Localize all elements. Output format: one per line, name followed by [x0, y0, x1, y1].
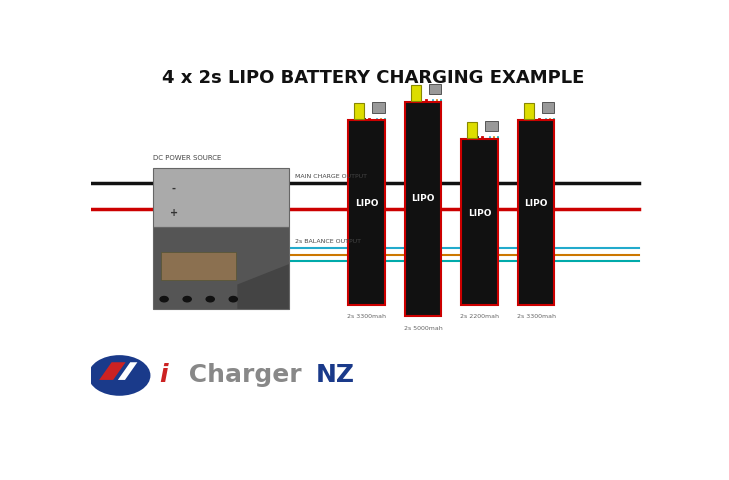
- Circle shape: [229, 297, 238, 302]
- Bar: [467, 121, 477, 138]
- Text: -: -: [171, 184, 176, 194]
- Bar: [161, 252, 236, 280]
- Text: 2s 3300mah: 2s 3300mah: [347, 314, 386, 320]
- Text: LIPO: LIPO: [468, 209, 491, 218]
- Text: 2s 3300mah: 2s 3300mah: [517, 314, 555, 320]
- Bar: [429, 84, 441, 94]
- Bar: [410, 84, 421, 101]
- Bar: [373, 102, 385, 113]
- Bar: [486, 121, 498, 131]
- Bar: [518, 120, 555, 305]
- Bar: [542, 102, 554, 113]
- Bar: [354, 103, 364, 120]
- Text: LIPO: LIPO: [355, 199, 378, 208]
- Circle shape: [206, 297, 214, 302]
- Bar: [153, 228, 289, 309]
- Bar: [405, 102, 442, 316]
- Circle shape: [160, 297, 168, 302]
- Bar: [153, 168, 289, 228]
- Circle shape: [88, 355, 150, 396]
- Bar: [348, 120, 385, 305]
- Text: NZ: NZ: [316, 363, 355, 387]
- Bar: [523, 103, 534, 120]
- Text: 4 x 2s LIPO BATTERY CHARGING EXAMPLE: 4 x 2s LIPO BATTERY CHARGING EXAMPLE: [163, 69, 585, 87]
- Text: MAIN CHARGE OUTPUT: MAIN CHARGE OUTPUT: [295, 174, 367, 179]
- Bar: [461, 139, 498, 305]
- Text: LIPO: LIPO: [411, 194, 434, 203]
- Text: 2s 2200mah: 2s 2200mah: [460, 314, 499, 320]
- Polygon shape: [118, 362, 137, 380]
- Polygon shape: [238, 264, 289, 309]
- Text: 2s BALANCE OUTPUT: 2s BALANCE OUTPUT: [295, 240, 361, 244]
- Text: LIPO: LIPO: [524, 199, 547, 208]
- Circle shape: [183, 297, 191, 302]
- Polygon shape: [99, 362, 125, 380]
- Text: DC POWER SOURCE: DC POWER SOURCE: [153, 155, 222, 161]
- Text: i: i: [159, 363, 168, 387]
- Text: +: +: [170, 208, 178, 218]
- Text: 2s 5000mah: 2s 5000mah: [404, 325, 443, 331]
- Text: Charger: Charger: [180, 363, 311, 387]
